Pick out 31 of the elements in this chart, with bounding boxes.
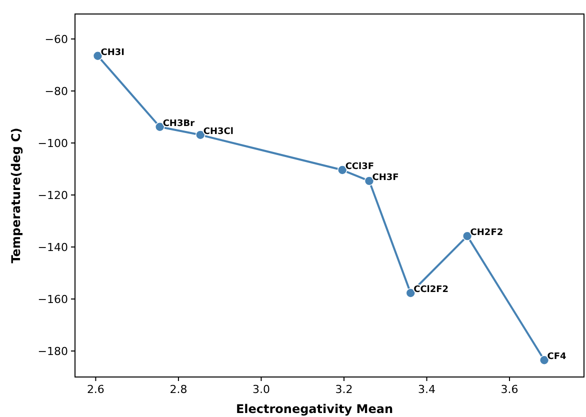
x-tick-label: 2.8 xyxy=(170,383,188,396)
x-tick-label: 3.4 xyxy=(418,383,436,396)
y-tick-label: −180 xyxy=(38,344,68,358)
x-tick-label: 3.0 xyxy=(252,383,270,396)
y-tick-label: −160 xyxy=(38,292,68,306)
x-axis-title: Electronegativity Mean xyxy=(236,402,394,416)
x-tick-label: 2.6 xyxy=(86,383,104,396)
y-tick-label: −80 xyxy=(44,84,68,98)
point xyxy=(195,130,206,140)
x-tick-label: 3.2 xyxy=(335,383,353,396)
point xyxy=(539,355,550,365)
annotation: CH3Br xyxy=(162,118,196,129)
point xyxy=(462,231,472,241)
y-tick-label: −120 xyxy=(38,188,68,202)
point xyxy=(364,176,374,186)
y-tick-label: −60 xyxy=(44,32,68,46)
point xyxy=(154,122,165,132)
annotation: CF4 xyxy=(547,352,566,362)
point xyxy=(406,288,416,298)
y-tick-label: −100 xyxy=(38,136,68,150)
point xyxy=(92,50,103,61)
annotation: CH2F2 xyxy=(470,228,504,238)
y-axis-title: Temperature(deg C) xyxy=(9,128,23,264)
annotation: CH3F xyxy=(372,172,399,183)
x-tick-label: 3.6 xyxy=(500,383,518,396)
annotation: CCl2F2 xyxy=(414,285,449,296)
annotation: CH3I xyxy=(100,48,125,58)
annotation: CH3Cl xyxy=(203,126,234,137)
point xyxy=(337,165,348,175)
annotation: CCl3F xyxy=(345,162,374,172)
y-tick-label: −140 xyxy=(38,240,68,254)
